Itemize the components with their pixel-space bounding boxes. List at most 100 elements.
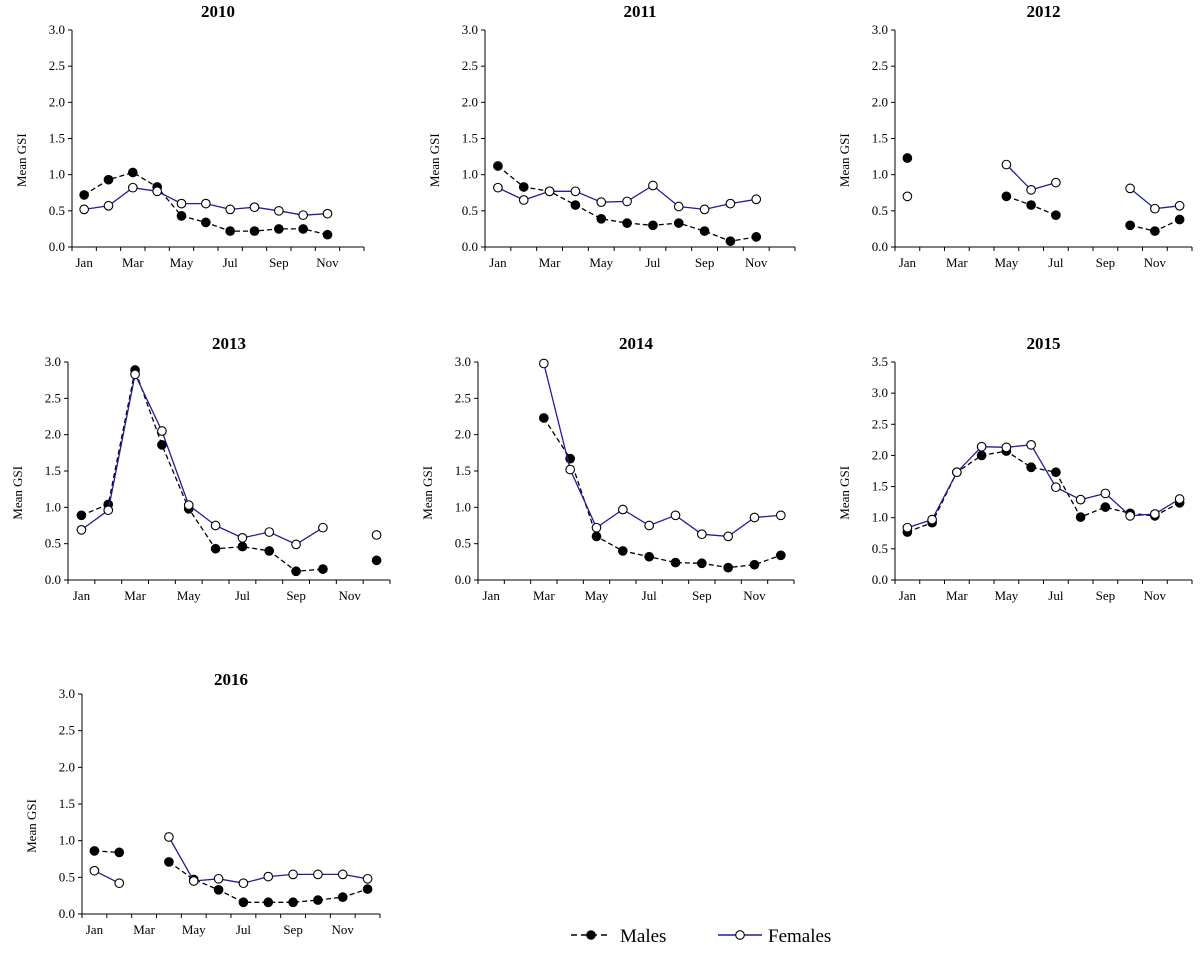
y-axis-title: Mean GSI — [837, 133, 852, 187]
y-tick-label: 2.5 — [462, 58, 478, 73]
x-tick-label: Jan — [899, 255, 917, 270]
females-data-point — [249, 202, 260, 213]
females-data-point — [152, 186, 163, 197]
chart-title: 2010 — [201, 2, 235, 21]
males-data-point — [200, 217, 211, 228]
males-data-point — [670, 557, 681, 568]
males-data-point — [725, 236, 736, 247]
y-tick-label: 3.0 — [45, 354, 61, 369]
females-data-point — [1001, 442, 1012, 453]
males-series-line — [168, 861, 368, 903]
chart-title: 2011 — [623, 2, 656, 21]
x-tick-label: Nov — [745, 255, 768, 270]
males-data-point — [622, 218, 632, 228]
females-data-point — [298, 210, 309, 221]
females-data-point — [114, 878, 125, 889]
x-tick-label: Sep — [269, 255, 289, 270]
males-data-point — [79, 190, 90, 200]
males-data-point — [1100, 502, 1111, 512]
x-tick-label: Sep — [692, 588, 712, 603]
y-tick-label: 0.5 — [45, 536, 61, 551]
females-series-line — [907, 444, 1180, 529]
males-data-point — [76, 510, 87, 521]
x-tick-label: Jul — [1048, 588, 1064, 603]
males-data-point — [1075, 512, 1086, 522]
males-data-point — [322, 229, 333, 240]
x-tick-label: Jul — [642, 588, 658, 603]
females-data-point — [130, 369, 140, 380]
x-tick-label: Jan — [75, 255, 93, 270]
males-data-point — [538, 413, 549, 423]
females-data-point — [237, 533, 248, 543]
females-data-point — [127, 182, 138, 193]
females-data-point — [1026, 439, 1036, 450]
males-data-point — [318, 564, 328, 574]
females-data-point — [200, 198, 211, 209]
males-data-point — [225, 226, 236, 236]
x-tick-label: Mar — [539, 255, 561, 270]
x-tick-label: May — [994, 588, 1018, 603]
females-data-point — [263, 871, 274, 882]
chart-panel-2012: 2012 0.0 0.5 1.0 1.5 2.0 2.5 3.0 Jan Mar May Jul Sep… — [837, 2, 1193, 270]
legend-males-marker — [586, 930, 596, 940]
males-data-point — [775, 550, 786, 561]
females-data-point — [103, 200, 114, 211]
y-tick-label: 2.5 — [872, 416, 888, 431]
y-axis-title: Mean GSI — [14, 133, 29, 187]
females-series-line — [543, 363, 781, 538]
males-series-line — [81, 367, 323, 572]
y-tick-label: 0.5 — [49, 203, 65, 218]
males-data-point — [210, 543, 221, 554]
males-data-point — [114, 847, 125, 858]
y-tick-label: 1.0 — [872, 510, 888, 525]
y-tick-label: 2.0 — [455, 427, 471, 442]
y-axis-title: Mean GSI — [427, 133, 442, 187]
females-data-point — [1150, 203, 1160, 214]
y-tick-label: 3.0 — [872, 22, 888, 37]
x-tick-label: Nov — [339, 588, 362, 603]
males-data-point — [237, 541, 248, 552]
females-data-point — [1051, 177, 1061, 188]
chart-title: 2012 — [1027, 2, 1061, 21]
males-data-point — [1001, 191, 1012, 202]
x-tick-label: Sep — [286, 588, 306, 603]
males-data-point — [617, 546, 628, 556]
y-tick-label: 2.0 — [872, 94, 888, 109]
y-tick-label: 0.0 — [455, 572, 471, 587]
x-tick-label: Mar — [946, 588, 968, 603]
females-data-point — [617, 504, 628, 515]
males-data-point — [493, 161, 503, 171]
y-tick-label: 0.5 — [59, 869, 75, 884]
x-tick-label: Nov — [332, 922, 355, 937]
x-tick-label: Jul — [235, 588, 251, 603]
males-data-point — [127, 167, 138, 178]
y-tick-label: 0.5 — [872, 541, 888, 556]
females-data-point — [264, 527, 275, 537]
females-data-point — [89, 865, 100, 876]
males-data-point — [1051, 210, 1061, 221]
x-tick-label: Mar — [533, 588, 555, 603]
females-data-point — [591, 522, 602, 533]
females-data-point — [225, 204, 236, 215]
x-tick-label: Jul — [1048, 255, 1064, 270]
males-data-point — [89, 846, 100, 856]
y-tick-label: 1.0 — [462, 167, 478, 182]
females-data-point — [1026, 185, 1036, 195]
chart-panel-2010: 2010 0.0 0.5 1.0 1.5 2.0 2.5 3.0 Jan Mar May Jul Sep… — [14, 2, 365, 270]
males-data-point — [164, 857, 174, 867]
females-data-point — [565, 464, 576, 475]
y-tick-label: 2.0 — [45, 427, 61, 442]
x-tick-label: Mar — [124, 588, 146, 603]
y-tick-label: 1.5 — [872, 131, 888, 146]
males-data-point — [288, 897, 298, 908]
males-series-line — [907, 450, 1180, 533]
y-tick-label: 3.0 — [49, 22, 65, 37]
females-data-point — [927, 514, 937, 525]
y-tick-label: 1.0 — [49, 167, 65, 182]
y-tick-label: 1.0 — [872, 167, 888, 182]
females-data-point — [238, 878, 249, 889]
y-tick-label: 0.5 — [872, 203, 888, 218]
x-tick-label: Nov — [1144, 255, 1167, 270]
males-data-point — [263, 897, 274, 908]
